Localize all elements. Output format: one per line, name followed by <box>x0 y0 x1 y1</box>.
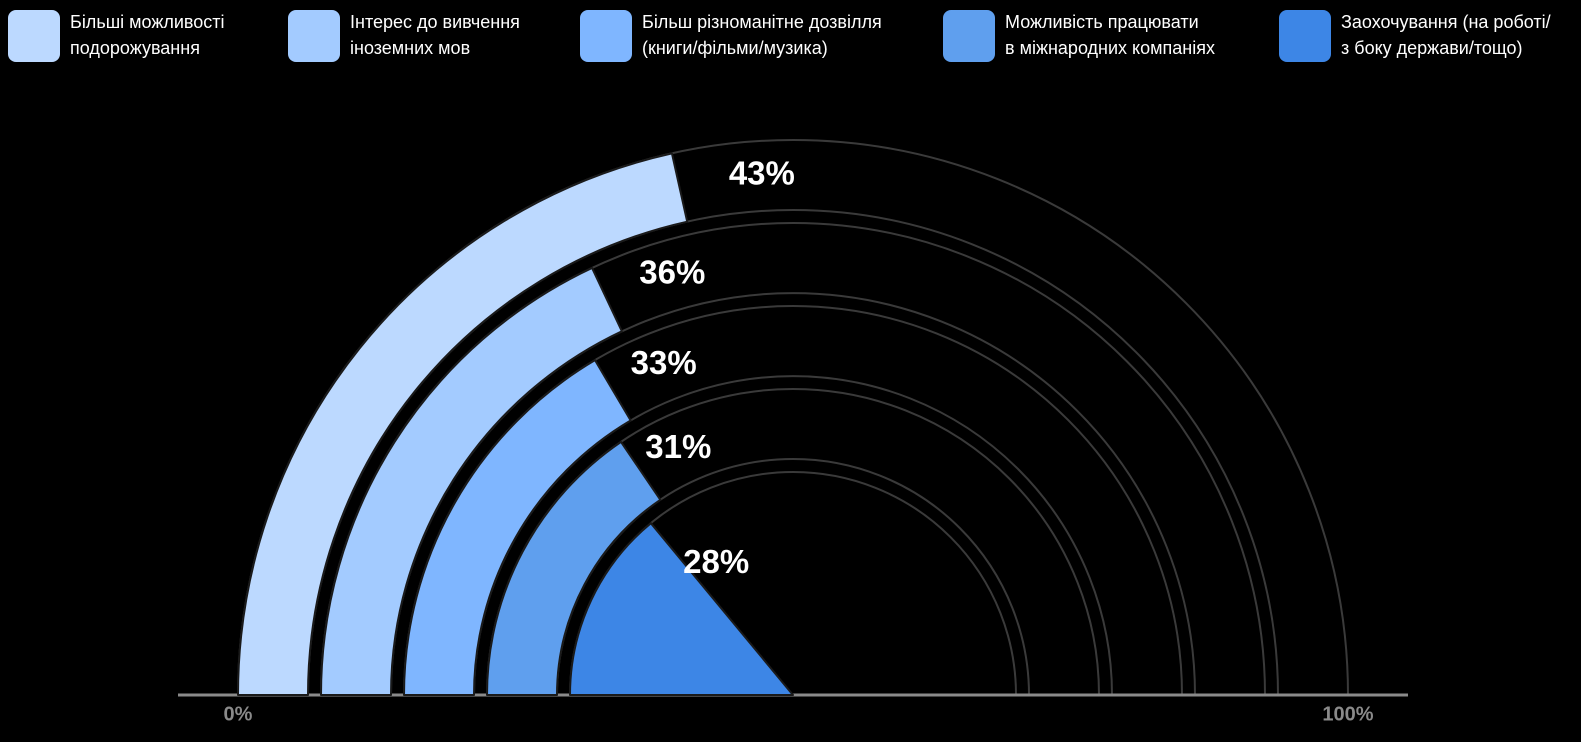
legend-line: Заохочування (на роботі/ <box>1341 12 1551 32</box>
legend-line: Більші можливості <box>70 12 225 32</box>
legend-line: Більш різноманітне дозвілля <box>642 12 882 32</box>
value-label: 43% <box>729 155 795 192</box>
legend-swatch <box>288 10 340 62</box>
bar <box>237 152 689 696</box>
bar <box>403 359 632 696</box>
legend-line: з боку держави/тощо) <box>1341 38 1523 58</box>
bar <box>569 522 794 696</box>
value-label: 28% <box>683 543 749 580</box>
legend-swatch <box>1279 10 1331 62</box>
legend-line: Можливість працювати <box>1005 12 1199 32</box>
value-label: 36% <box>639 254 705 291</box>
legend-label: Більші можливості подорожування <box>70 12 225 58</box>
legend-swatch <box>580 10 632 62</box>
legend-label: Інтерес до вивчення іноземних мов <box>350 12 520 58</box>
x-tick-label: 100% <box>1322 703 1373 725</box>
legend-swatch <box>8 10 60 62</box>
legend-label: Заохочування (на роботі/з боку держави/т… <box>1341 12 1551 58</box>
value-label: 33% <box>631 344 697 381</box>
legend-line: в міжнародних компаніях <box>1005 38 1215 58</box>
legend-line: подорожування <box>70 38 200 58</box>
bar <box>486 440 662 696</box>
legend-label: Більш різноманітне дозвілля (книги/фільми… <box>642 12 882 58</box>
bar <box>320 266 623 696</box>
legend-line: Інтерес до вивчення <box>350 12 520 32</box>
value-label: 31% <box>645 428 711 465</box>
legend-label: Можливість працювати в міжнародних компан… <box>1005 12 1215 58</box>
x-tick-label: 0% <box>224 703 253 725</box>
legend-line: (книги/фільми/музика) <box>642 38 828 58</box>
legend-swatch <box>943 10 995 62</box>
legend-line: іноземних мов <box>350 38 470 58</box>
